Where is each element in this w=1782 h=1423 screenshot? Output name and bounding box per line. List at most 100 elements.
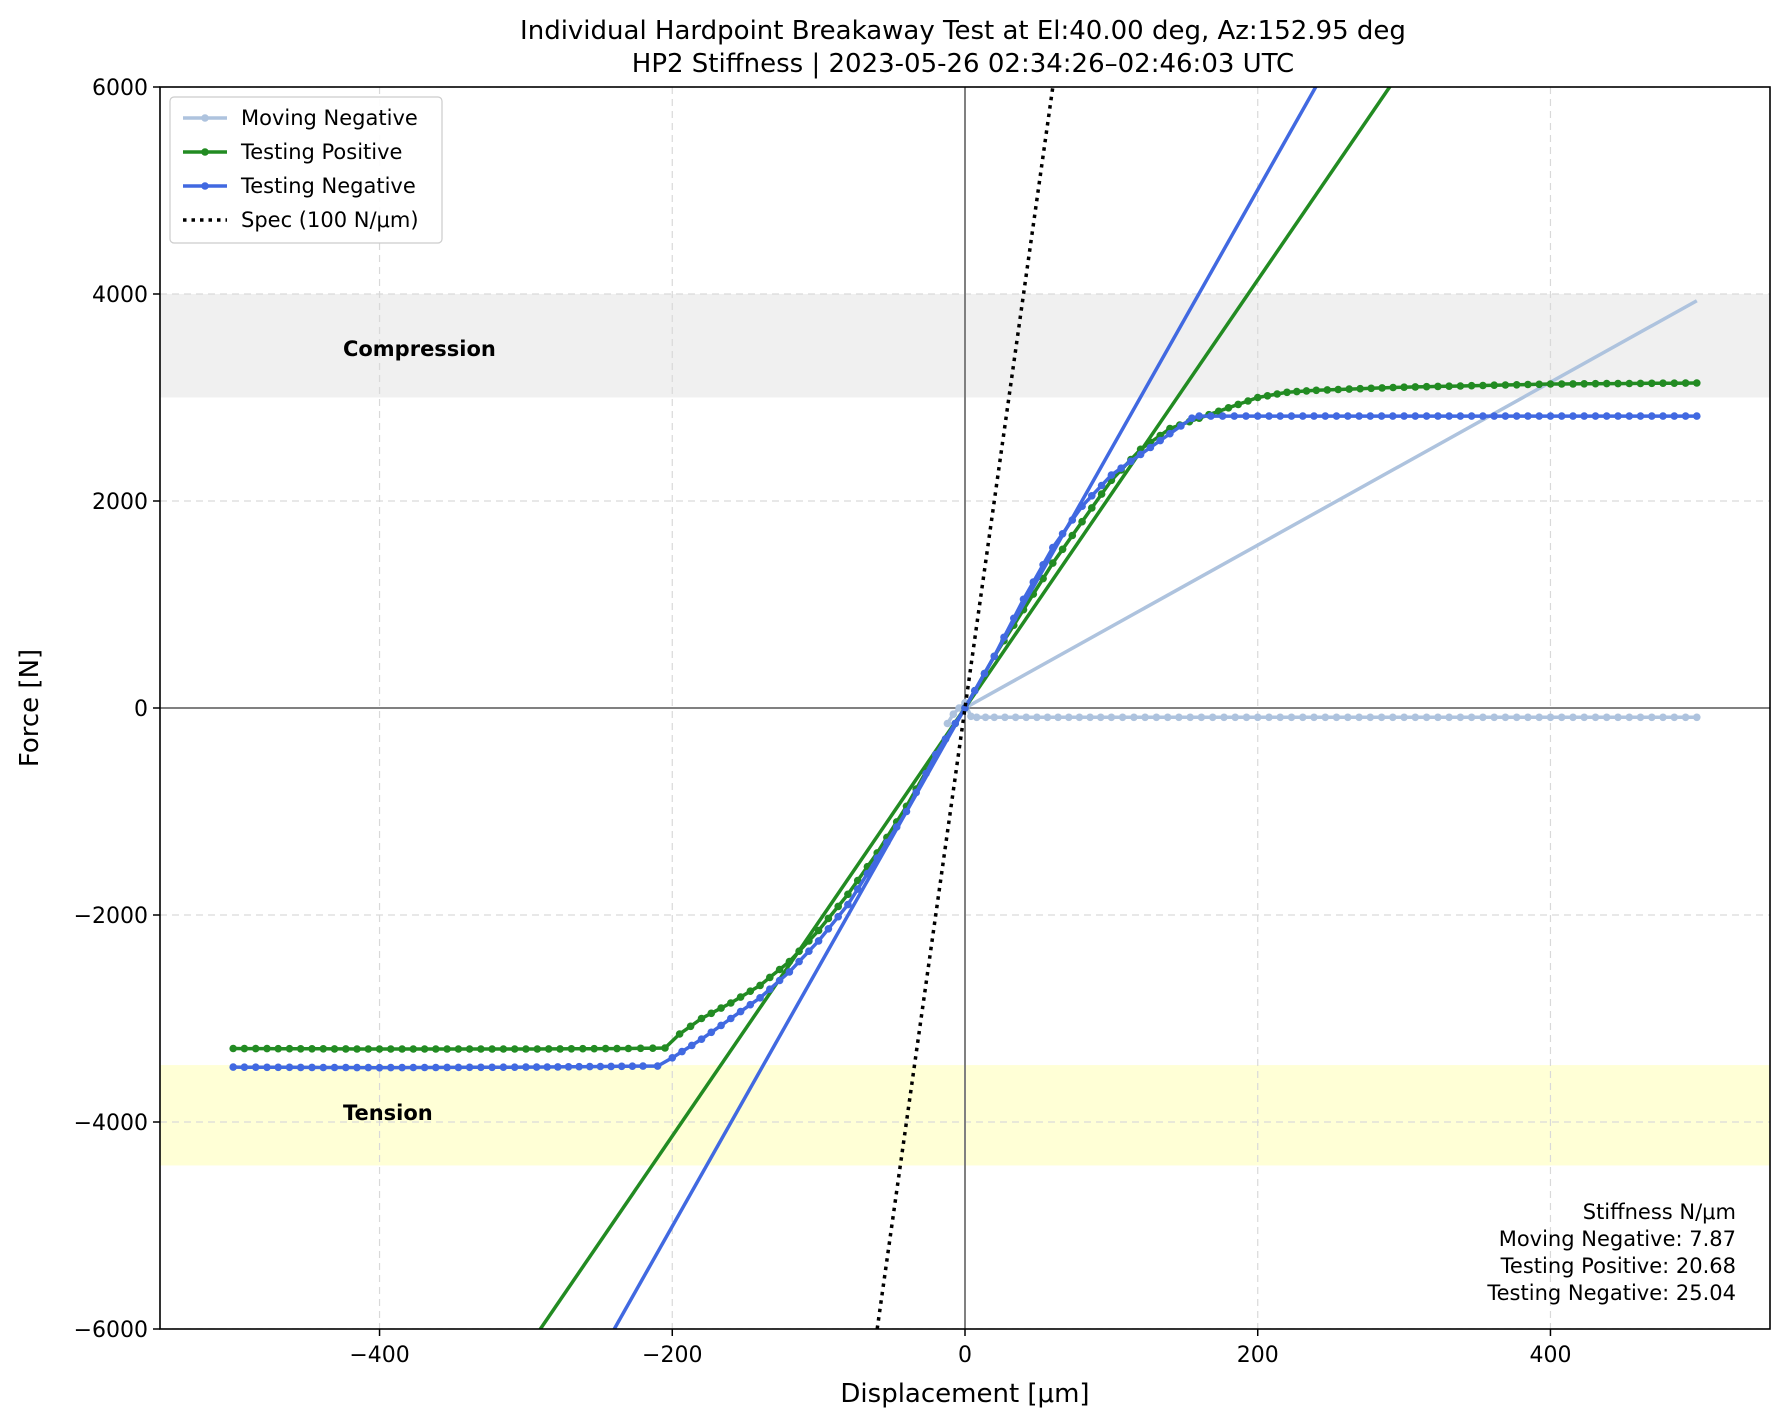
testing-negative-point: [727, 1014, 735, 1023]
testing-negative-point: [1411, 412, 1420, 420]
stiffness-annotation-line: Moving Negative: 7.87: [1499, 1227, 1736, 1251]
testing-positive-point: [613, 1044, 621, 1053]
testing-negative-point: [1029, 578, 1038, 586]
moving-negative-point: [967, 712, 975, 721]
testing-positive-point: [1334, 385, 1342, 394]
moving-negative-point: [1208, 713, 1217, 722]
moving-negative-point: [1253, 713, 1262, 722]
testing-positive-point: [1434, 382, 1442, 391]
x-tick-label: −200: [642, 1343, 702, 1368]
testing-negative-point: [844, 900, 852, 909]
testing-positive-point: [1681, 379, 1690, 387]
testing-negative-point: [1524, 412, 1532, 420]
moving-negative-point: [1065, 713, 1073, 722]
testing-positive-point: [1263, 392, 1272, 400]
testing-positive-point: [727, 999, 735, 1007]
legend-box: [169, 96, 443, 244]
testing-negative-point: [971, 686, 979, 695]
testing-negative-point: [1166, 429, 1174, 438]
testing-positive-point: [824, 914, 833, 923]
testing-negative-point: [1230, 412, 1239, 420]
testing-negative-point: [653, 1062, 662, 1070]
stiffness-annotation-line: Testing Negative: 25.04: [1486, 1281, 1736, 1305]
testing-positive-point: [409, 1045, 418, 1053]
testing-negative-point: [766, 985, 774, 993]
testing-positive-point: [1422, 382, 1431, 391]
testing-positive-point: [1378, 384, 1386, 392]
testing-positive-point: [1302, 387, 1311, 395]
testing-negative-point: [1049, 543, 1057, 552]
testing-negative-point: [931, 750, 940, 759]
testing-negative-point: [251, 1063, 260, 1071]
testing-negative-point: [707, 1028, 716, 1037]
testing-positive-point: [1569, 380, 1577, 388]
testing-negative-point: [1467, 412, 1476, 420]
y-axis-label: Force [N]: [15, 649, 45, 767]
testing-negative-point: [543, 1063, 551, 1071]
x-tick-label: 0: [958, 1343, 972, 1368]
testing-negative-point: [1422, 412, 1431, 420]
testing-negative-point: [746, 1000, 755, 1009]
moving-negative-point: [1242, 713, 1251, 722]
testing-negative-point: [1569, 412, 1577, 420]
moving-negative-point: [1141, 713, 1149, 722]
testing-positive-point: [1345, 385, 1353, 393]
testing-positive-point: [1591, 379, 1600, 388]
testing-positive-point: [522, 1045, 530, 1053]
testing-negative-point: [364, 1063, 373, 1072]
testing-positive-point: [1323, 386, 1332, 394]
testing-positive-point: [814, 926, 823, 935]
testing-negative-point: [892, 823, 901, 831]
testing-negative-point: [902, 807, 911, 816]
x-tick-label: 200: [1237, 1343, 1279, 1368]
moving-negative-point: [1022, 713, 1030, 722]
y-tick-label: 4000: [92, 283, 148, 308]
x-tick-label: 400: [1529, 1343, 1571, 1368]
testing-positive-point: [319, 1045, 328, 1053]
moving-negative-point: [1400, 713, 1408, 722]
testing-negative-point: [1366, 412, 1375, 420]
testing-negative-point: [596, 1062, 605, 1071]
testing-positive-point: [533, 1045, 542, 1053]
testing-negative-point: [342, 1063, 350, 1072]
compression-band-label: Compression: [343, 337, 496, 361]
testing-positive-point: [707, 1009, 716, 1018]
testing-negative-point: [628, 1062, 637, 1070]
moving-negative-point: [1033, 713, 1041, 722]
testing-negative-point: [522, 1063, 530, 1071]
testing-negative-point: [1490, 412, 1498, 420]
testing-positive-point: [766, 973, 774, 982]
moving-negative-legend-marker: [201, 114, 209, 122]
moving-negative-point: [972, 713, 981, 722]
testing-negative-point: [1195, 412, 1203, 420]
testing-positive-point: [1456, 382, 1465, 390]
testing-positive-point: [308, 1045, 316, 1053]
y-tick-label: 6000: [92, 76, 148, 101]
moving-negative-point: [1231, 713, 1239, 722]
testing-negative-point: [1078, 502, 1086, 511]
testing-positive-point: [1479, 381, 1487, 390]
testing-negative-point: [1636, 412, 1645, 420]
testing-negative-point: [1068, 516, 1077, 524]
testing-positive-point: [285, 1044, 294, 1053]
testing-negative-point: [432, 1063, 440, 1072]
testing-positive-point: [1648, 379, 1656, 388]
chart-subtitle: HP2 Stiffness | 2023-05-26 02:34:26–02:4…: [632, 49, 1294, 79]
moving-negative-point: [1332, 713, 1341, 722]
tension-band-label: Tension: [343, 1101, 433, 1125]
testing-positive-point: [636, 1044, 645, 1053]
testing-negative-point: [717, 1021, 725, 1030]
testing-negative-point: [499, 1063, 508, 1071]
testing-positive-point: [1253, 393, 1262, 402]
testing-positive-point: [795, 947, 803, 955]
moving-negative-point: [1001, 713, 1009, 722]
moving-negative-point: [1220, 713, 1228, 722]
testing-positive-point: [1501, 381, 1510, 389]
moving-negative-point: [1557, 713, 1566, 722]
moving-negative-point: [1287, 713, 1296, 722]
moving-negative-point: [1321, 713, 1330, 722]
testing-negative-point: [941, 735, 950, 743]
stiffness-annotation-line: Testing Positive: 20.68: [1500, 1254, 1736, 1278]
testing-positive-point: [1580, 380, 1588, 388]
y-tick-label: 0: [134, 697, 148, 722]
